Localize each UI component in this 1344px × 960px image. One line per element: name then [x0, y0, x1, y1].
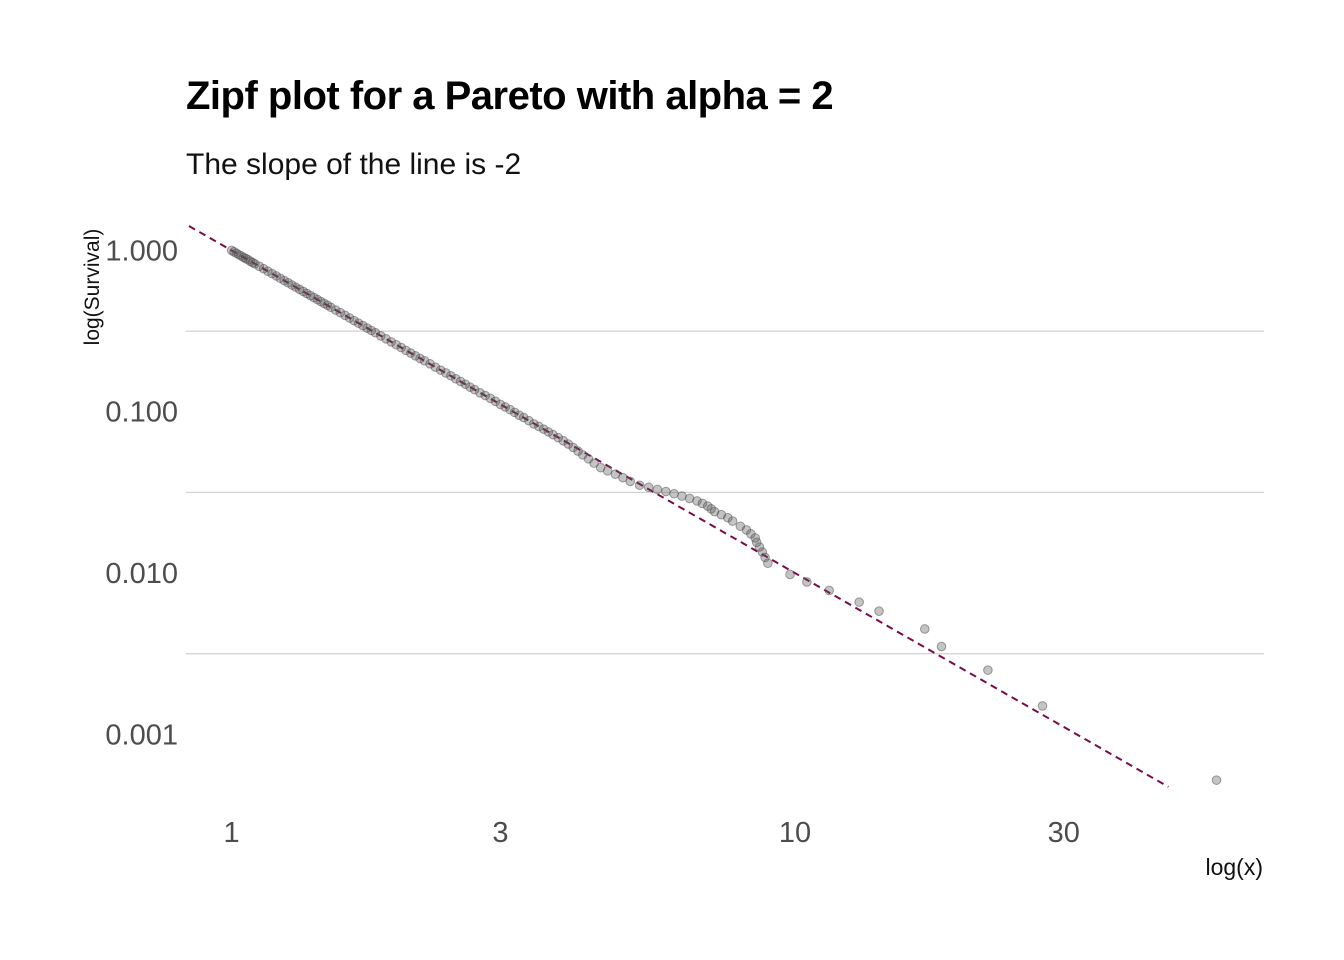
data-point-114	[785, 569, 795, 580]
y-tick-label-1: 0.010	[105, 558, 178, 590]
data-point-65	[495, 399, 506, 410]
y-tick-label-2: 0.100	[105, 397, 178, 429]
data-point-57	[455, 376, 466, 387]
data-point-40	[370, 327, 381, 338]
data-point-48	[410, 351, 421, 361]
data-point-76	[548, 429, 558, 440]
data-point-92	[652, 484, 663, 495]
data-point-91	[643, 482, 654, 493]
y-tick-label-0: 0.001	[105, 719, 178, 751]
data-point-72	[529, 419, 539, 429]
data-point-47	[405, 348, 416, 358]
data-point-64	[490, 396, 501, 407]
data-point-74	[538, 424, 549, 434]
data-point-73	[534, 421, 544, 432]
data-point-59	[465, 382, 475, 392]
grid-lines	[186, 330, 1264, 655]
y-tick-label-3: 1.000	[105, 235, 178, 267]
y-axis-label: log(Survival)	[81, 229, 104, 346]
data-point-104	[727, 516, 738, 526]
data-point-31	[330, 305, 341, 315]
chart-subtitle: The slope of the line is -2	[186, 148, 522, 181]
x-tick-labels: 1 3 10 30	[224, 817, 1080, 849]
data-point-54	[440, 368, 451, 378]
x-tick-label-1: 3	[492, 817, 508, 849]
data-point-93	[661, 486, 671, 497]
data-point-97	[692, 496, 702, 506]
data-point-56	[450, 373, 461, 384]
data-point-90	[634, 480, 645, 491]
reference-line	[188, 225, 1169, 788]
data-point-43	[386, 337, 396, 347]
data-point-53	[435, 365, 446, 375]
data-point-96	[684, 493, 695, 504]
data-point-50	[419, 355, 430, 366]
data-point-69	[514, 410, 525, 421]
data-point-51	[425, 359, 435, 369]
data-point-42	[381, 334, 391, 344]
data-point-58	[460, 379, 471, 390]
data-point-70	[518, 412, 529, 423]
data-point-119	[920, 624, 930, 634]
x-tick-label-2: 10	[779, 817, 811, 849]
data-point-49	[415, 353, 425, 364]
data-point-123	[1211, 775, 1222, 785]
data-point-60	[469, 384, 480, 395]
data-point-55	[446, 370, 456, 381]
chart-title: Zipf plot for a Pareto with alpha = 2	[186, 74, 834, 118]
data-point-45	[396, 342, 406, 353]
data-point-63	[485, 393, 496, 404]
data-point-120	[936, 641, 947, 652]
data-point-30	[325, 302, 336, 313]
data-point-75	[543, 427, 554, 437]
data-point-121	[983, 665, 993, 675]
data-point-103	[723, 512, 733, 523]
data-point-110	[754, 542, 765, 552]
x-tick-label-3: 30	[1048, 817, 1080, 849]
y-tick-labels: 0.001 0.010 0.100 1.000	[105, 235, 178, 751]
data-point-111	[757, 547, 768, 557]
data-point-71	[524, 415, 534, 426]
data-point-117	[854, 597, 864, 607]
data-point-62	[480, 390, 491, 401]
data-point-115	[802, 577, 812, 587]
data-point-118	[874, 606, 884, 616]
data-point-112	[760, 552, 770, 563]
data-point-33	[340, 310, 350, 321]
data-point-98	[697, 498, 708, 509]
data-point-77	[553, 432, 564, 443]
data-point-84	[589, 458, 599, 468]
data-point-80	[568, 442, 579, 453]
data-point-86	[602, 466, 613, 476]
data-point-79	[563, 439, 574, 449]
data-point-78	[558, 436, 569, 446]
data-point-66	[500, 402, 511, 412]
reference-line-layer	[188, 225, 1169, 788]
data-point-116	[824, 585, 834, 596]
data-point-46	[401, 345, 411, 356]
data-point-61	[475, 387, 485, 398]
data-point-32	[335, 307, 346, 318]
data-point-113	[763, 558, 773, 569]
data-point-89	[625, 476, 636, 487]
data-point-109	[751, 537, 762, 548]
data-point-67	[505, 404, 515, 415]
x-axis-label: log(x)	[1205, 854, 1263, 880]
data-point-52	[430, 362, 441, 372]
data-point-94	[669, 488, 679, 499]
data-point-41	[375, 331, 386, 341]
data-points	[226, 245, 1222, 785]
data-point-122	[1037, 701, 1048, 711]
x-tick-label-0: 1	[224, 817, 240, 849]
data-point-44	[391, 339, 402, 350]
